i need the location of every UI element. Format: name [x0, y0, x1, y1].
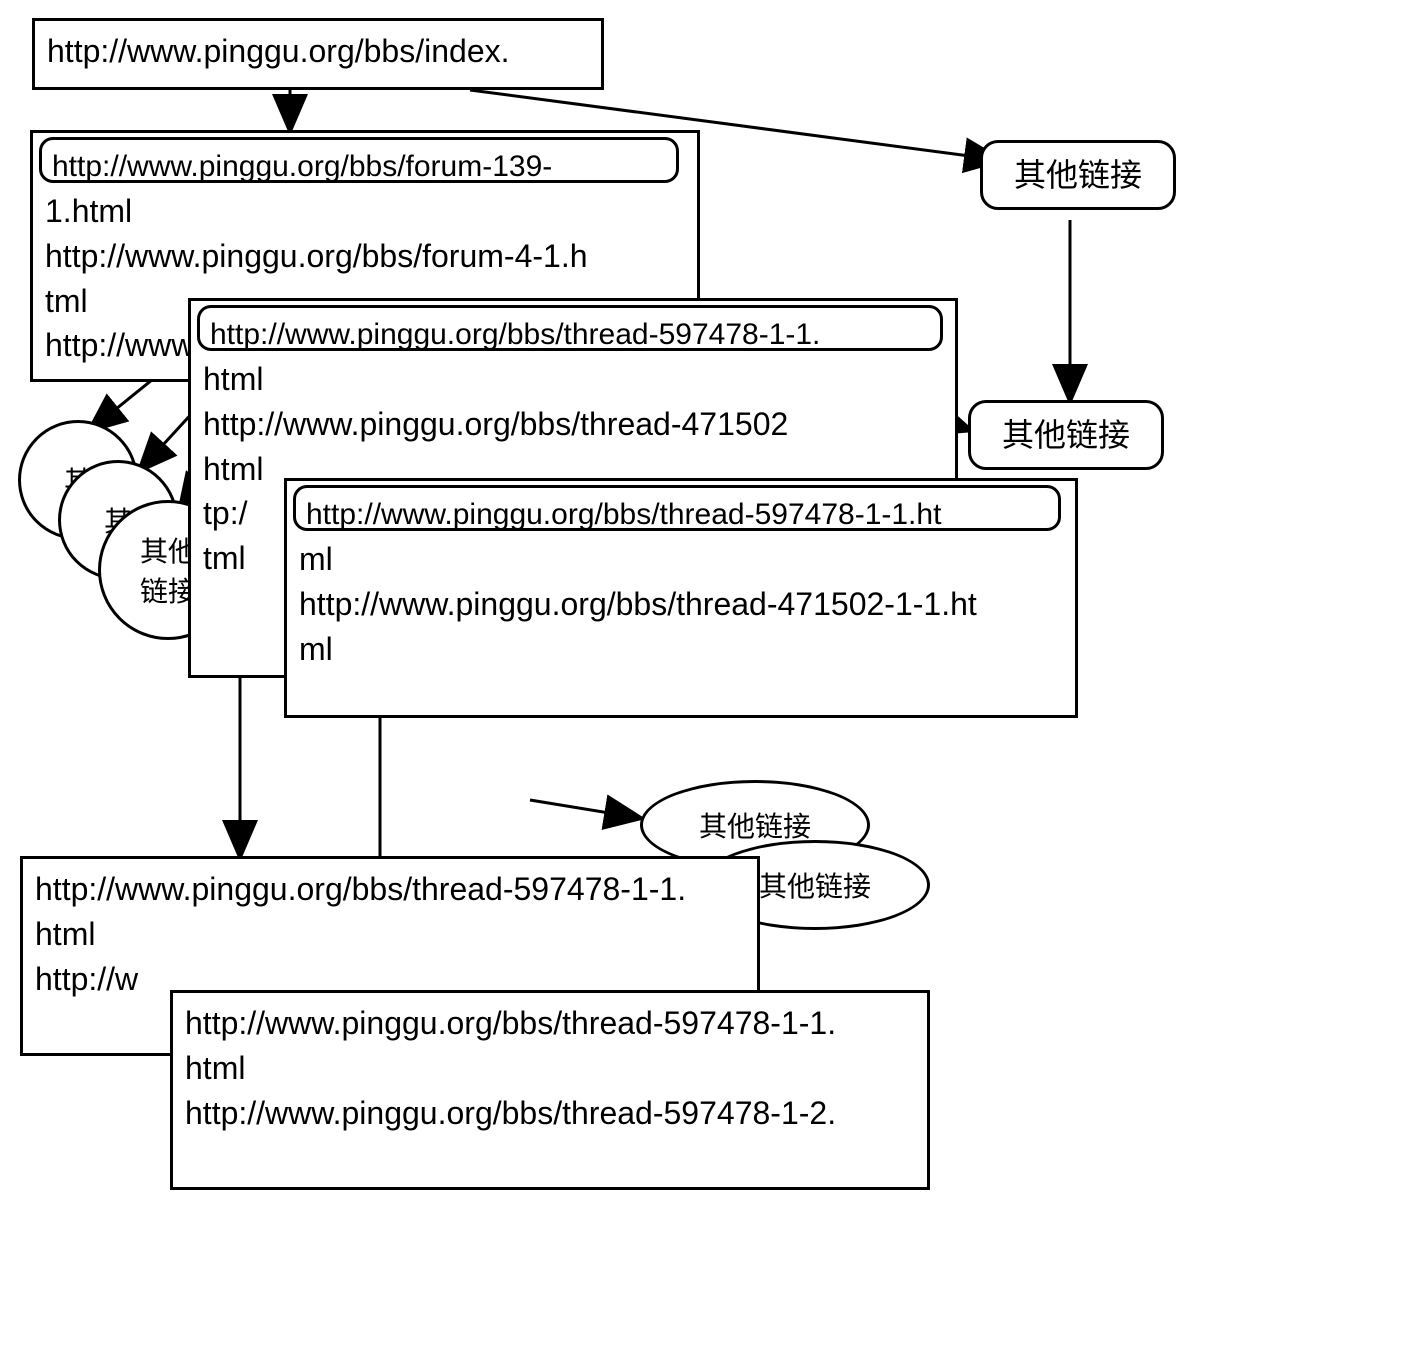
- arrow-mid-to-ellipseA: [530, 800, 640, 818]
- bottom-center-line-1: html: [185, 1046, 915, 1091]
- thread2-inner-text: http://www.pinggu.org/bbs/thread-597478-…: [306, 498, 941, 531]
- bottom-left-line-1: html: [35, 912, 745, 957]
- thread2-inner-highlight: http://www.pinggu.org/bbs/thread-597478-…: [293, 485, 1061, 531]
- root-url-text: http://www.pinggu.org/bbs/index.: [47, 33, 510, 69]
- thread-list-box-2: http://www.pinggu.org/bbs/thread-597478-…: [284, 478, 1078, 718]
- forum-line-1: 1.html: [45, 189, 685, 234]
- other-link-2: 其他链接: [968, 400, 1164, 470]
- thread2-line-3: ml: [299, 627, 1063, 672]
- other-link-1-text: 其他链接: [1014, 157, 1142, 193]
- forum-inner-highlight: http://www.pinggu.org/bbs/forum-139-: [39, 137, 679, 183]
- other-ellipse-a-text: 其他链接: [699, 805, 811, 845]
- thread2-line-1: ml: [299, 537, 1063, 582]
- thread1-line-2: http://www.pinggu.org/bbs/thread-471502: [203, 402, 943, 447]
- other-link-1: 其他链接: [980, 140, 1176, 210]
- other-link-2-text: 其他链接: [1002, 417, 1130, 453]
- root-url-box: http://www.pinggu.org/bbs/index.: [32, 18, 604, 90]
- thread2-lines: ml http://www.pinggu.org/bbs/thread-4715…: [299, 537, 1063, 671]
- bottom-center-line-0: http://www.pinggu.org/bbs/thread-597478-…: [185, 1001, 915, 1046]
- bottom-left-line-0: http://www.pinggu.org/bbs/thread-597478-…: [35, 867, 745, 912]
- thread2-line-2: http://www.pinggu.org/bbs/thread-471502-…: [299, 582, 1063, 627]
- bottom-center-box: http://www.pinggu.org/bbs/thread-597478-…: [170, 990, 930, 1190]
- bottom-center-line-2: http://www.pinggu.org/bbs/thread-597478-…: [185, 1091, 915, 1136]
- forum-inner-text: http://www.pinggu.org/bbs/forum-139-: [52, 150, 552, 183]
- other-ellipse-b-text: 其他链接: [759, 865, 871, 905]
- forum-line-2: http://www.pinggu.org/bbs/forum-4-1.h: [45, 234, 685, 279]
- thread1-line-1: html: [203, 357, 943, 402]
- thread1-inner-text: http://www.pinggu.org/bbs/thread-597478-…: [210, 318, 820, 351]
- thread1-inner-highlight: http://www.pinggu.org/bbs/thread-597478-…: [197, 305, 943, 351]
